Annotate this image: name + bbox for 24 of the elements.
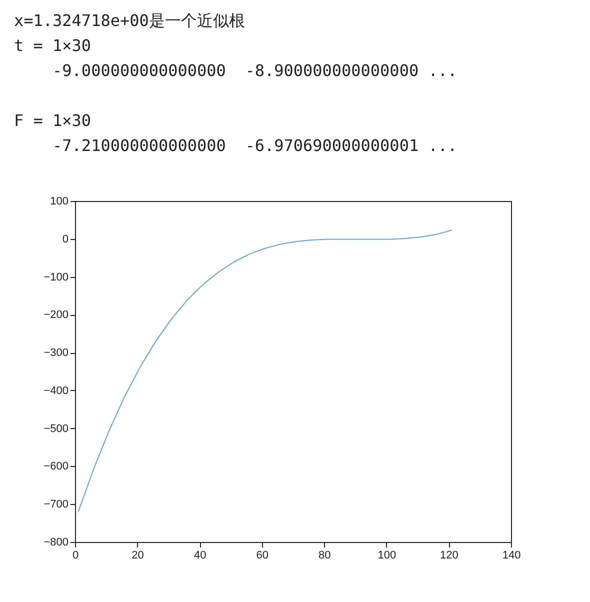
y-tick-label: −300 <box>44 347 68 360</box>
x-tick-label: 60 <box>256 550 268 562</box>
y-tick-label: −700 <box>44 498 68 511</box>
x-tick-label: 100 <box>378 550 396 562</box>
y-tick-label: 0 <box>62 233 68 246</box>
x-tick-label: 140 <box>502 550 521 562</box>
y-tick-label: −800 <box>44 536 68 548</box>
y-tick-label: −600 <box>44 460 68 473</box>
x-tick-label: 80 <box>318 550 331 562</box>
text: t = 1×30 <box>14 35 92 57</box>
y-tick-label: 100 <box>50 196 68 208</box>
y-tick-label: −200 <box>44 309 68 322</box>
x-tick-label: 120 <box>440 550 458 562</box>
text: x=1.324718e+00是一个近似根 <box>14 10 246 32</box>
text: -7.210000000000000 -6.970690000000001 ... <box>52 135 458 157</box>
y-tick-label: −500 <box>44 422 68 435</box>
y-tick-label: −100 <box>44 271 68 284</box>
text: -9.000000000000000 -8.900000000000000 ... <box>52 60 458 82</box>
x-tick-label: 0 <box>72 550 79 562</box>
x-tick-label: 20 <box>132 550 144 562</box>
y-tick-label: −400 <box>44 384 68 397</box>
text: F = 1×30 <box>14 110 92 132</box>
x-tick-label: 40 <box>194 550 206 562</box>
line-series <box>78 230 452 513</box>
